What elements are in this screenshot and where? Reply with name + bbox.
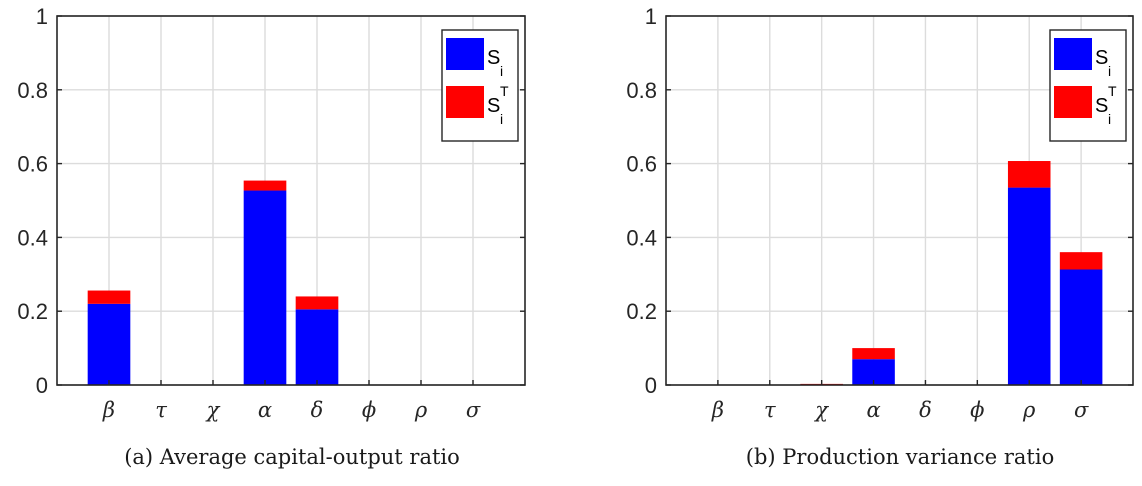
legend-label-si: S	[487, 47, 500, 69]
y-tick-label: 0.4	[626, 225, 657, 250]
bar-sti-4	[295, 296, 339, 310]
legend-label-si-sub: i	[500, 63, 503, 79]
x-tick-label: α	[258, 398, 272, 422]
x-tick-label: σ	[466, 398, 481, 422]
bar-sti-3	[852, 348, 895, 360]
y-tick-label: 0.8	[17, 78, 48, 103]
x-tick-label: δ	[311, 398, 324, 422]
bar-sti-0	[87, 290, 131, 304]
x-tick-label: τ	[764, 398, 776, 422]
y-tick-label: 1	[645, 4, 657, 29]
x-tick-label: ϕ	[970, 398, 984, 422]
x-tick-label: χ	[205, 398, 221, 422]
legend-swatch-sti	[446, 86, 484, 118]
y-tick-label: 0.6	[17, 152, 48, 177]
x-tick-label: ρ	[1022, 398, 1036, 422]
axes-box	[56, 15, 526, 386]
x-tick-label: ϕ	[362, 398, 376, 422]
y-tick-label: 0.4	[17, 225, 48, 250]
legend-label-sti-sup: T	[500, 83, 509, 99]
y-tick-label: 0.6	[626, 152, 657, 177]
bar-si-6	[1007, 187, 1051, 385]
bar-sti-3	[243, 180, 287, 191]
y-tick-label: 0.2	[17, 299, 48, 324]
bar-si-4	[295, 309, 339, 385]
legend-label-sti: S	[1095, 95, 1108, 117]
legend-label-sti-sub: i	[500, 111, 503, 127]
bars	[87, 180, 339, 385]
legend-label-sti-sub: i	[1108, 111, 1111, 127]
legend-label-sti-sup: T	[1108, 83, 1117, 99]
y-tick-label: 1	[36, 4, 48, 29]
legend-swatch-si	[446, 38, 484, 70]
y-tick-label: 0.8	[626, 78, 657, 103]
legend-label-si-sub: i	[1108, 63, 1111, 79]
bar-si-3	[243, 190, 287, 385]
axes-box	[665, 15, 1134, 386]
x-tick-label: β	[711, 398, 724, 422]
bar-si-0	[87, 303, 131, 385]
legend-label-sti: S	[487, 95, 500, 117]
bar-si-7	[1059, 269, 1103, 385]
x-tick-label: τ	[155, 398, 167, 422]
x-tick-label: χ	[813, 398, 829, 422]
x-tick-label: ρ	[414, 398, 428, 422]
y-tick-label: 0.2	[626, 299, 657, 324]
x-tick-label: α	[866, 398, 880, 422]
y-tick-label: 0	[645, 373, 657, 398]
legend-swatch-sti	[1054, 86, 1092, 118]
chart-caption: (b) Production variance ratio	[746, 445, 1054, 469]
chart-caption: (a) Average capital-output ratio	[124, 445, 460, 469]
bar-sti-6	[1007, 161, 1051, 188]
bar-sti-7	[1059, 252, 1103, 270]
y-tick-label: 0	[36, 373, 48, 398]
legend-label-si: S	[1095, 47, 1108, 69]
x-tick-label: β	[102, 398, 115, 422]
legend-swatch-si	[1054, 38, 1092, 70]
x-tick-label: δ	[919, 398, 932, 422]
x-tick-label: σ	[1074, 398, 1089, 422]
